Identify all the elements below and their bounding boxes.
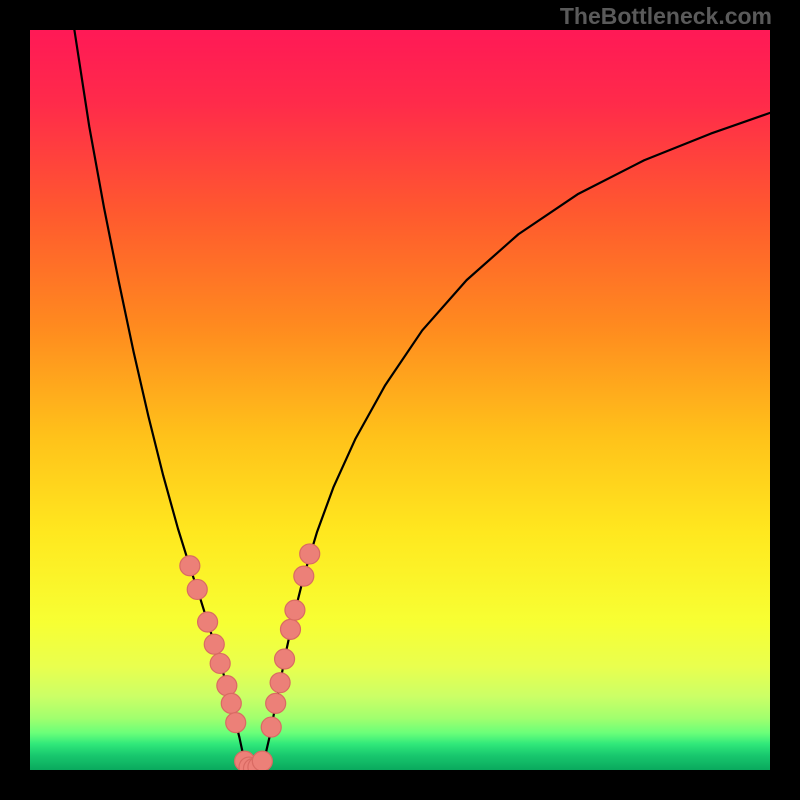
marker-left xyxy=(221,693,241,713)
marker-bottom xyxy=(252,751,272,770)
marker-right xyxy=(300,544,320,564)
marker-right xyxy=(280,619,300,639)
chart-svg xyxy=(30,30,770,770)
gradient-background xyxy=(30,30,770,770)
marker-right xyxy=(261,717,281,737)
chart-stage: TheBottleneck.com xyxy=(0,0,800,800)
marker-left xyxy=(204,634,224,654)
marker-left xyxy=(217,676,237,696)
marker-left xyxy=(180,556,200,576)
marker-left xyxy=(210,653,230,673)
marker-right xyxy=(275,649,295,669)
marker-right xyxy=(294,566,314,586)
plot-area xyxy=(30,30,770,770)
marker-left xyxy=(226,713,246,733)
marker-left xyxy=(187,579,207,599)
marker-right xyxy=(285,600,305,620)
marker-right xyxy=(270,673,290,693)
marker-right xyxy=(266,693,286,713)
watermark-text: TheBottleneck.com xyxy=(560,3,772,30)
marker-left xyxy=(198,612,218,632)
